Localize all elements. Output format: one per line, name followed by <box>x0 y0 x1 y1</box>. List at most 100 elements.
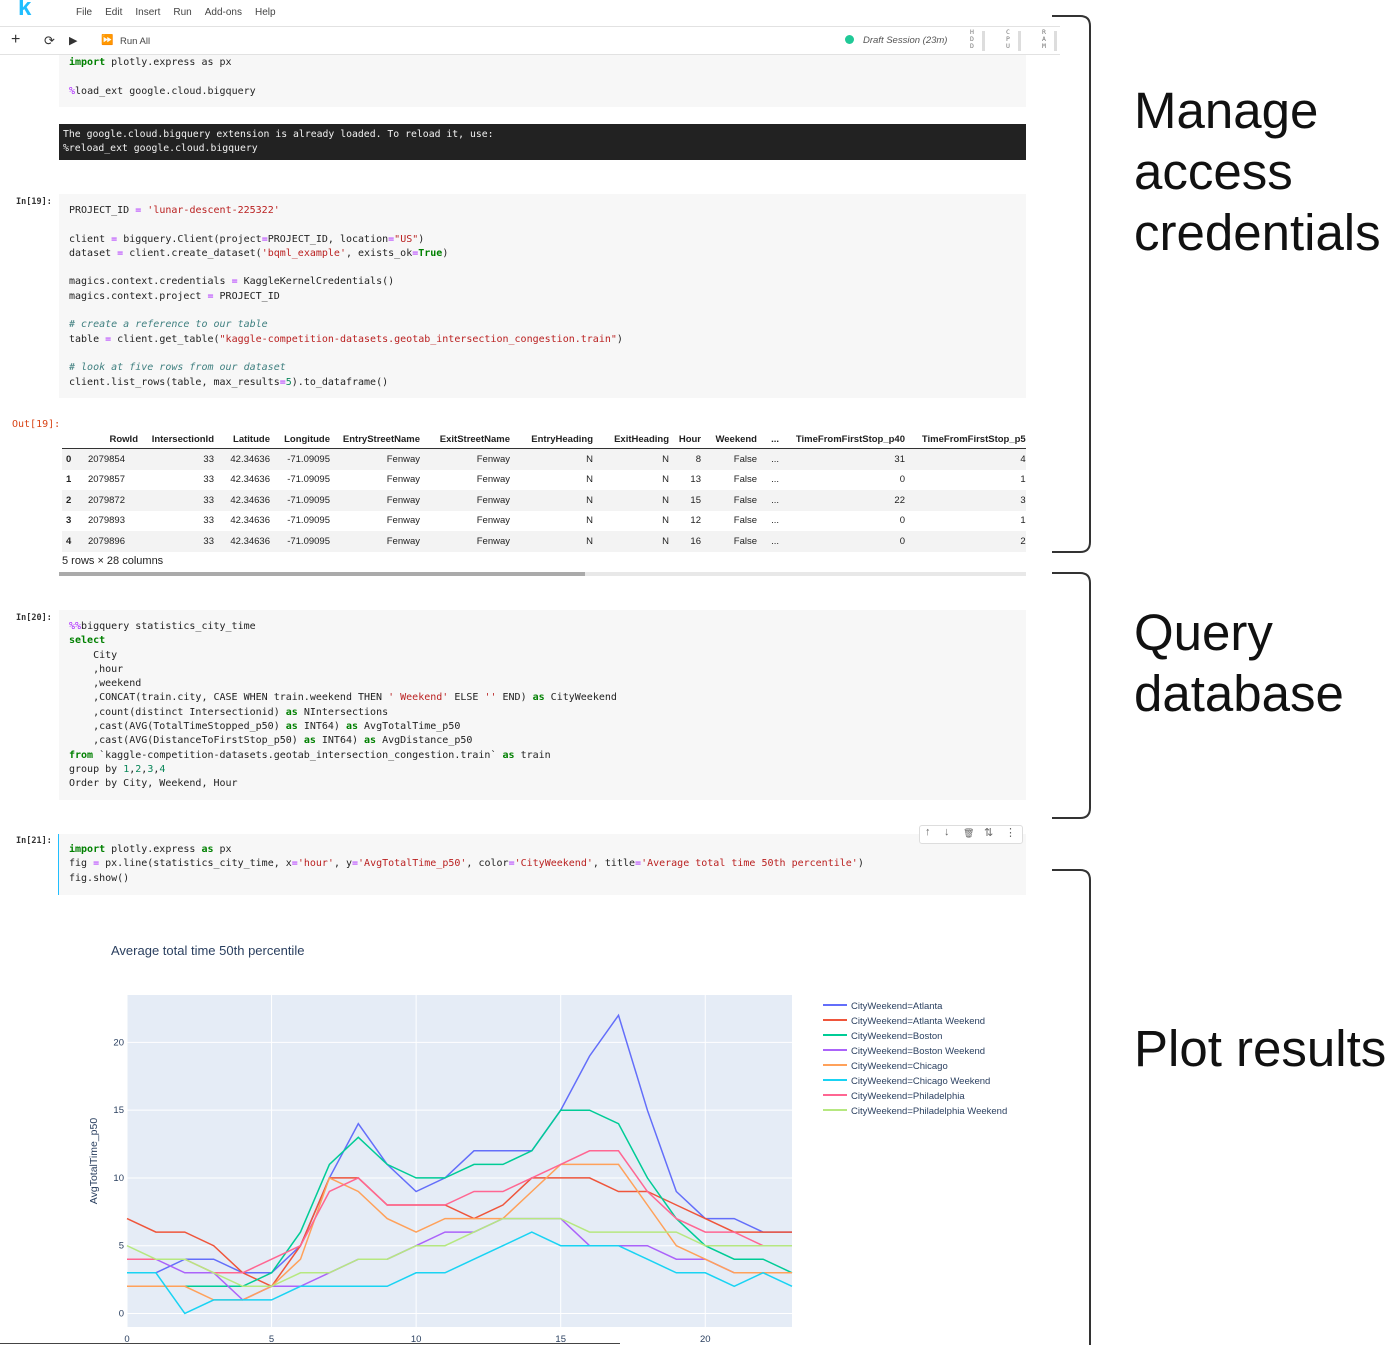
delete-icon[interactable]: 🗑 <box>963 828 975 838</box>
legend-swatch <box>823 1109 847 1111</box>
table-cell: 42.34636 <box>230 474 270 486</box>
table-cell: Fenway <box>424 448 514 470</box>
scrollbar-thumb[interactable] <box>59 572 585 576</box>
y-tick-label: 0 <box>119 1308 124 1319</box>
code-line <box>59 70 1026 84</box>
legend-item[interactable]: CityWeekend=Atlanta <box>823 999 1007 1014</box>
series-line[interactable] <box>127 1217 792 1301</box>
table-cell: Fenway <box>334 531 424 552</box>
x-tick-label: 15 <box>555 1334 566 1345</box>
table-cell: Fenway <box>334 490 424 511</box>
kaggle-logo[interactable]: k <box>18 0 32 21</box>
code-cell-plot[interactable]: import plotly.express as px fig = px.line… <box>59 834 1026 895</box>
table-cell: N <box>514 448 597 470</box>
session-status-dot-icon <box>845 35 854 44</box>
run-play-icon[interactable]: ▶ <box>69 35 78 47</box>
chart-title: Average total time 50th percentile <box>111 943 305 958</box>
dataframe-output: RowId IntersectionId Latitude Longitude Entr… <box>62 430 1026 554</box>
table-cell: 2079872 <box>84 490 142 511</box>
code-cell-import[interactable]: import plotly.express as px %load_ext go… <box>59 55 1026 107</box>
move-down-icon[interactable]: ↓ <box>944 826 950 838</box>
code-cell-query[interactable]: %%bigquery statistics_city_time select Ci… <box>59 610 1026 800</box>
move-up-icon[interactable]: ↑ <box>925 826 931 838</box>
legend-label: CityWeekend=Atlanta Weekend <box>851 1016 986 1027</box>
add-cell-plus-icon[interactable]: + <box>11 31 21 48</box>
menu-item-file[interactable]: File <box>76 7 93 18</box>
code-cell-credentials[interactable]: PROJECT_ID = 'lunar-descent-225322' clie… <box>59 194 1026 398</box>
legend-label: CityWeekend=Chicago <box>851 1061 948 1072</box>
table-cell: 1 <box>66 474 72 486</box>
bracket-plot <box>1052 869 1091 1345</box>
series-line[interactable] <box>127 1013 792 1274</box>
hdd-meter-bar <box>982 31 985 51</box>
stderr-line: The google.cloud.bigquery extension is a… <box>63 129 494 140</box>
refresh-icon[interactable]: ⟳ <box>44 33 55 48</box>
menu-item-run[interactable]: Run <box>173 7 192 18</box>
legend-label: CityWeekend=Chicago Weekend <box>851 1076 991 1087</box>
menu-item-add-ons[interactable]: Add-ons <box>204 7 242 18</box>
code-line: import plotly.express as px <box>69 844 232 855</box>
session-status[interactable]: Draft Session (23m) <box>845 35 947 46</box>
table-cell: 33 <box>909 490 1026 511</box>
table-cell: 2079854 <box>84 448 142 470</box>
horizontal-scrollbar[interactable] <box>59 572 1026 576</box>
code-line: # look at five rows from our dataset <box>69 362 286 374</box>
table-cell: False <box>733 515 757 527</box>
menu-item-insert[interactable]: Insert <box>135 7 161 18</box>
more-options-icon[interactable]: ⋮ <box>1005 827 1016 839</box>
table-cell: -71.09095 <box>287 474 330 486</box>
column-header: RowId <box>84 430 142 449</box>
column-header: IntersectionId <box>142 430 218 449</box>
table-cell: False <box>705 531 761 552</box>
table-cell: 42.34636 <box>218 531 274 552</box>
table-cell: 33 <box>142 490 218 511</box>
table-cell: 8 <box>673 448 705 470</box>
annotation-manage-access: Manage access credentials <box>1134 82 1381 261</box>
series-line[interactable] <box>127 1231 793 1315</box>
table-cell: ... <box>761 448 783 470</box>
toolbar: + ⟳ ▶ ⏩ Run All Draft Session (23m) H D … <box>0 27 1060 55</box>
legend-item[interactable]: CityWeekend=Atlanta Weekend <box>823 1014 1007 1029</box>
table-cell: Fenway <box>386 474 420 486</box>
x-tick-label: 0 <box>124 1334 129 1345</box>
table-cell: ... <box>761 490 783 511</box>
table-cell: N <box>597 531 673 552</box>
legend-item[interactable]: CityWeekend=Chicago <box>823 1059 1007 1074</box>
stderr-output: The google.cloud.bigquery extension is a… <box>59 124 1026 160</box>
code-line: ,cast(AVG(TotalTimeStopped_p50) as INT64… <box>69 721 461 733</box>
table-cell: 16 <box>673 531 705 552</box>
table-cell: 4 <box>62 531 84 552</box>
meter-label-hdd: H D D <box>970 28 974 50</box>
legend-item[interactable]: CityWeekend=Boston Weekend <box>823 1044 1007 1059</box>
code-line: table = client.get_table("kaggle-competi… <box>69 333 623 345</box>
series-line[interactable] <box>126 1177 792 1288</box>
run-all-icon[interactable]: ⏩ <box>101 35 114 46</box>
collapse-icon[interactable]: ⇅ <box>984 827 994 839</box>
legend-swatch <box>823 1049 847 1051</box>
dataframe-table: RowId IntersectionId Latitude Longitude Entr… <box>62 430 1026 552</box>
menu-item-help[interactable]: Help <box>254 7 276 18</box>
code-line: fig = px.line(statistics_city_time, x='h… <box>69 858 864 870</box>
series-line[interactable] <box>127 1150 792 1274</box>
table-row: 4 2079896 33 42.34636 -71.09095 Fenway Fenway N… <box>62 531 1026 552</box>
run-all-button[interactable]: Run All <box>120 36 151 47</box>
legend-item[interactable]: CityWeekend=Chicago Weekend <box>823 1074 1007 1089</box>
line-chart[interactable]: 0 5 10 15 20 0 5 10 15 20 AvgTotalTime_p50 <box>80 985 810 1345</box>
table-cell: 22 <box>783 490 909 511</box>
code-line: Order by City, Weekend, Hour <box>69 778 238 790</box>
cell-action-buttons: ↑ ↓ 🗑 ⇅ ⋮ <box>919 825 1023 844</box>
menu-item-edit[interactable]: Edit <box>105 7 123 18</box>
table-cell: Fenway <box>334 448 424 470</box>
column-header: EntryStreetName <box>334 430 424 449</box>
legend-item[interactable]: CityWeekend=Philadelphia Weekend <box>823 1104 1007 1119</box>
series-line[interactable] <box>126 1217 792 1288</box>
table-cell: Fenway <box>386 515 420 527</box>
column-header: ExitStreetName <box>424 430 514 449</box>
table-cell: False <box>705 490 761 511</box>
legend-item[interactable]: CityWeekend=Philadelphia <box>823 1089 1007 1104</box>
table-cell: N <box>514 490 597 511</box>
series-line[interactable] <box>127 1109 793 1288</box>
legend-swatch <box>823 1064 847 1066</box>
legend-item[interactable]: CityWeekend=Boston <box>823 1029 1007 1044</box>
table-cell: 2079896 <box>84 531 142 552</box>
